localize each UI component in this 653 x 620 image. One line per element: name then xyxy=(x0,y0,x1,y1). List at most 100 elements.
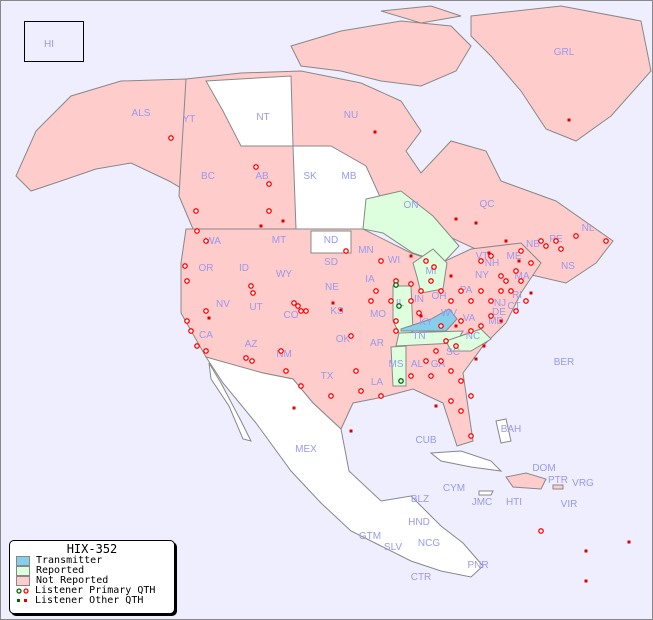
region-label-ncg: NCG xyxy=(418,538,440,549)
region-label-wy: WY xyxy=(276,269,292,280)
listener-other-marker xyxy=(517,259,521,263)
region-label-mex: MEX xyxy=(295,444,317,455)
listener-primary-marker xyxy=(468,328,474,334)
region-label-md: MD xyxy=(488,316,504,327)
listener-primary-marker xyxy=(558,246,564,252)
listener-other-marker xyxy=(529,291,533,295)
listener-primary-marker xyxy=(458,288,464,294)
listener-primary-marker xyxy=(513,268,519,274)
listener-other-marker xyxy=(419,314,423,318)
region-label-wi: WI xyxy=(388,255,400,266)
region-label-dom: DOM xyxy=(532,463,555,474)
listener-primary-marker xyxy=(393,318,399,324)
listener-primary-marker xyxy=(249,358,255,364)
region-label-wa: WA xyxy=(205,236,221,247)
region-label-tx: TX xyxy=(321,371,334,382)
listener-primary-marker xyxy=(428,278,434,284)
region-label-on: ON xyxy=(404,200,419,211)
listener-primary-marker xyxy=(478,258,484,264)
listener-primary-marker xyxy=(453,343,459,349)
region-label-wv: WV xyxy=(441,308,457,319)
listener-primary-marker xyxy=(418,288,424,294)
listener-other-marker xyxy=(584,579,588,583)
legend-item-primary-qth: Listener Primary QTH xyxy=(10,586,174,596)
region-label-mb: MB xyxy=(342,171,357,182)
region-label-or: OR xyxy=(199,263,214,274)
hawaii-inset xyxy=(24,21,84,62)
listener-primary-marker xyxy=(448,398,454,404)
listener-primary-marker xyxy=(295,303,301,309)
listener-primary-marker xyxy=(184,278,190,284)
listener-primary-marker xyxy=(353,368,359,374)
listener-other-marker xyxy=(281,219,285,223)
listener-primary-marker xyxy=(348,333,354,339)
listener-primary-marker xyxy=(393,328,399,334)
region-label-jmc: JMC xyxy=(472,497,493,508)
legend-item-not-reported: Not Reported xyxy=(10,576,174,586)
region-label-ut: UT xyxy=(249,302,262,313)
legend-label: Listener Other QTH xyxy=(35,595,144,606)
listener-other-marker xyxy=(409,254,413,258)
listener-primary-marker xyxy=(431,264,437,270)
legend-label: Listener Primary QTH xyxy=(35,585,156,596)
region-label-mt: MT xyxy=(272,235,286,246)
region-label-co: CO xyxy=(284,310,299,321)
listener-primary-marker xyxy=(266,181,272,187)
region-label-bc: BC xyxy=(201,171,215,182)
listener-primary-marker xyxy=(438,288,444,294)
region-label-yt: YT xyxy=(183,114,196,125)
reported-primary-marker xyxy=(398,378,404,384)
region-label-ab: AB xyxy=(255,171,269,182)
legend-item-reported: Reported xyxy=(10,566,174,576)
region-label-ma: MA xyxy=(515,271,530,282)
listener-primary-marker xyxy=(423,358,429,364)
region-label-id: ID xyxy=(239,263,249,274)
region-label-nc: NC xyxy=(466,331,480,342)
region-label-az: AZ xyxy=(245,339,258,350)
listener-other-marker xyxy=(331,301,335,305)
region-label-pnr: PNR xyxy=(467,560,488,571)
swatch-reported xyxy=(16,566,30,576)
listener-primary-marker xyxy=(193,208,199,214)
region-label-al: AL xyxy=(411,359,424,370)
region-label-sc: SC xyxy=(446,347,460,358)
listener-other-marker xyxy=(454,324,458,328)
listener-other-marker xyxy=(499,319,503,323)
region-label-nl: NL xyxy=(582,223,595,234)
listener-primary-marker xyxy=(253,164,259,170)
listener-other-marker xyxy=(207,316,211,320)
region-label-hti: HTI xyxy=(506,497,522,508)
listener-primary-marker xyxy=(468,433,474,439)
listener-primary-marker xyxy=(184,318,190,324)
listener-primary-marker xyxy=(468,298,474,304)
listener-primary-marker xyxy=(478,323,484,329)
listener-other-marker xyxy=(627,540,631,544)
legend-label: Transmitter xyxy=(36,555,103,566)
listener-primary-marker xyxy=(603,238,609,244)
listener-primary-marker xyxy=(428,373,434,379)
listener-primary-marker xyxy=(248,283,254,289)
listener-other-marker xyxy=(482,344,486,348)
region-label-vrg: VRG xyxy=(572,478,594,489)
region-label-grl: GRL xyxy=(554,47,575,58)
region-label-ns: NS xyxy=(561,261,575,272)
listener-primary-marker xyxy=(438,358,444,364)
listener-primary-marker xyxy=(433,348,439,354)
reported-primary-marker xyxy=(393,282,399,288)
circle-marker-icon xyxy=(16,588,29,594)
listener-primary-marker xyxy=(498,288,504,294)
listener-other-marker xyxy=(474,357,478,361)
listener-primary-marker xyxy=(378,393,384,399)
listener-primary-marker xyxy=(243,355,249,361)
listener-primary-marker xyxy=(448,298,454,304)
region-label-ms: MS xyxy=(389,359,404,370)
region-hti-dom xyxy=(505,472,547,490)
region-label-ky: KY xyxy=(419,317,433,328)
region-ms xyxy=(390,345,407,387)
region-label-ar: AR xyxy=(370,338,384,349)
listener-primary-marker xyxy=(328,393,334,399)
region-label-bah: BAH xyxy=(501,424,522,435)
listener-primary-marker xyxy=(523,298,529,304)
listener-primary-marker xyxy=(458,378,464,384)
listener-primary-marker xyxy=(408,373,414,379)
